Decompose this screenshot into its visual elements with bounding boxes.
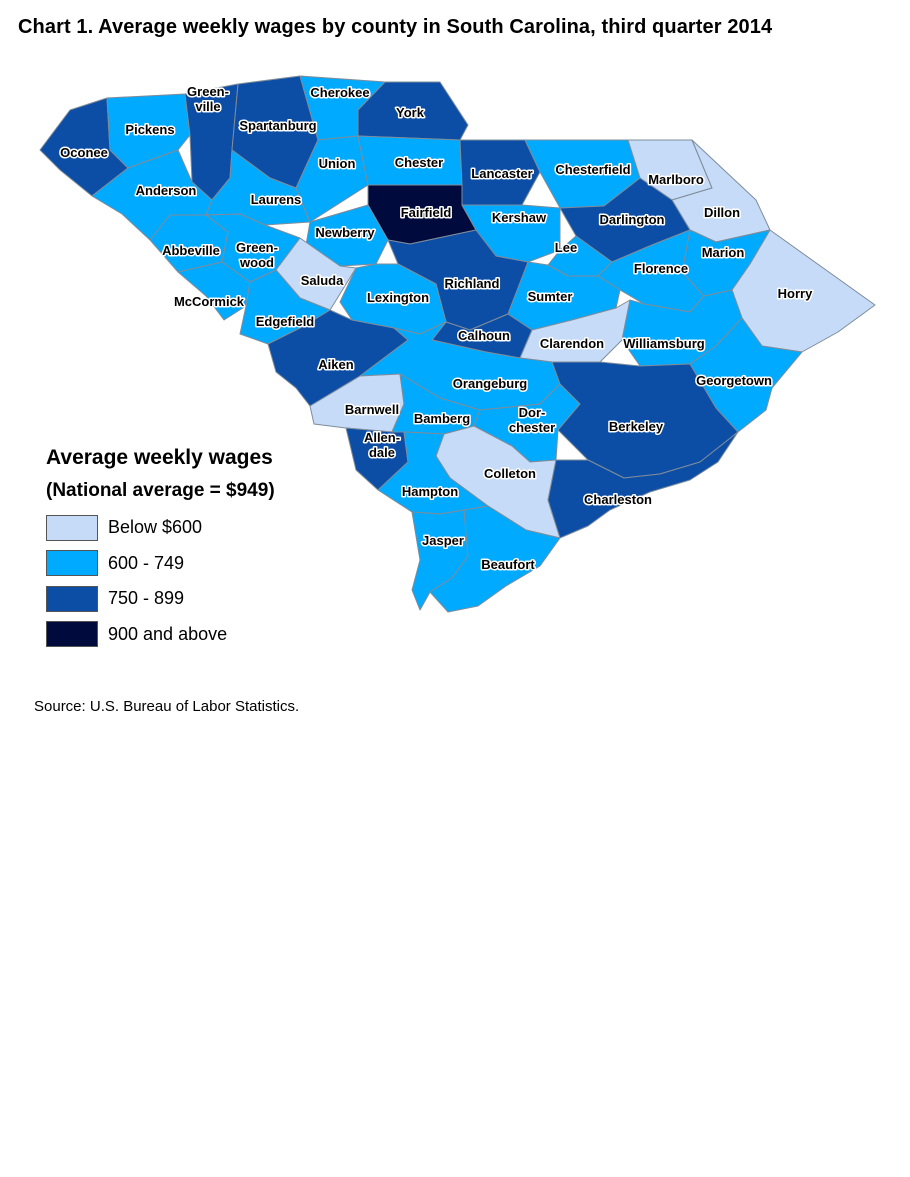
county-label-sumter: Sumter (528, 289, 573, 304)
county-label-lexington: Lexington (367, 290, 429, 305)
county-label-cherokee: Cherokee (310, 85, 369, 100)
county-label-greenville: Green-ville (187, 84, 229, 114)
county-label-jasper: Jasper (422, 533, 464, 548)
county-label-marlboro: Marlboro (648, 172, 704, 187)
legend-item-600-749: 600 - 749 (46, 546, 275, 582)
county-union (295, 135, 369, 223)
county-label-beaufort: Beaufort (481, 557, 535, 572)
county-label-laurens: Laurens (251, 192, 302, 207)
legend-item-900-and-above: 900 and above (46, 617, 275, 653)
county-label-abbeville: Abbeville (162, 243, 220, 258)
county-label-hampton: Hampton (402, 484, 458, 499)
chart-title: Chart 1. Average weekly wages by county … (18, 16, 773, 38)
county-label-georgetown: Georgetown (696, 373, 772, 388)
legend-swatch (46, 621, 98, 648)
legend: Average weekly wages (National average =… (46, 446, 275, 652)
county-label-clarendon: Clarendon (540, 336, 604, 351)
legend-swatch (46, 585, 98, 612)
county-label-lee: Lee (555, 240, 577, 255)
county-label-calhoun: Calhoun (458, 328, 510, 343)
legend-item-750-899: 750 - 899 (46, 581, 275, 617)
county-label-newberry: Newberry (315, 225, 375, 240)
county-label-berkeley: Berkeley (609, 419, 664, 434)
county-label-union: Union (319, 156, 356, 171)
legend-items: Below $600 600 - 749 750 - 899 900 and a… (46, 510, 275, 652)
county-label-pickens: Pickens (125, 122, 174, 137)
south-carolina-map: Oconee Pickens Green-ville Spartanburg Chero… (39, 75, 876, 613)
county-label-greenwood: Green-wood (236, 240, 278, 270)
county-label-chesterfield: Chesterfield (555, 162, 630, 177)
legend-swatch (46, 514, 98, 541)
county-label-colleton: Colleton (484, 466, 536, 481)
source-note: Source: U.S. Bureau of Labor Statistics. (34, 698, 300, 715)
county-label-barnwell: Barnwell (345, 402, 399, 417)
county-charleston (547, 431, 739, 539)
county-label-anderson: Anderson (136, 183, 197, 198)
county-label-bamberg: Bamberg (414, 411, 470, 426)
county-label-lancaster: Lancaster (471, 166, 532, 181)
county-label-mccormick: McCormick (174, 294, 245, 309)
county-label-oconee: Oconee (60, 145, 108, 160)
county-label-horry: Horry (778, 286, 813, 301)
county-label-dillon: Dillon (704, 205, 740, 220)
legend-label: 750 - 899 (108, 588, 185, 609)
county-florence (597, 229, 705, 313)
county-label-spartanburg: Spartanburg (239, 118, 316, 133)
county-label-fairfield: Fairfield (401, 205, 452, 220)
county-label-dorchester: Dor-chester (509, 405, 555, 435)
county-beaufort (429, 505, 561, 613)
legend-label: 900 and above (108, 623, 228, 644)
county-label-williamsburg: Williamsburg (623, 336, 705, 351)
county-label-marion: Marion (702, 245, 745, 260)
county-label-saluda: Saluda (301, 273, 344, 288)
legend-title: Average weekly wages (46, 446, 273, 469)
county-label-york: York (396, 105, 425, 120)
legend-subtitle: (National average = $949) (46, 480, 275, 501)
county-label-darlington: Darlington (600, 212, 665, 227)
county-label-charleston: Charleston (584, 492, 652, 507)
legend-label: 600 - 749 (108, 552, 185, 573)
county-label-orangeburg: Orangeburg (453, 376, 527, 391)
legend-item-below-600: Below $600 (46, 510, 275, 546)
county-label-allendale: Allen-dale (364, 430, 400, 460)
county-label-kershaw: Kershaw (492, 210, 547, 225)
legend-label: Below $600 (108, 517, 203, 538)
county-label-chester: Chester (395, 155, 443, 170)
county-label-edgefield: Edgefield (256, 314, 315, 329)
county-label-richland: Richland (445, 276, 500, 291)
county-label-aiken: Aiken (318, 357, 353, 372)
county-label-florence: Florence (634, 261, 688, 276)
legend-swatch (46, 550, 98, 577)
